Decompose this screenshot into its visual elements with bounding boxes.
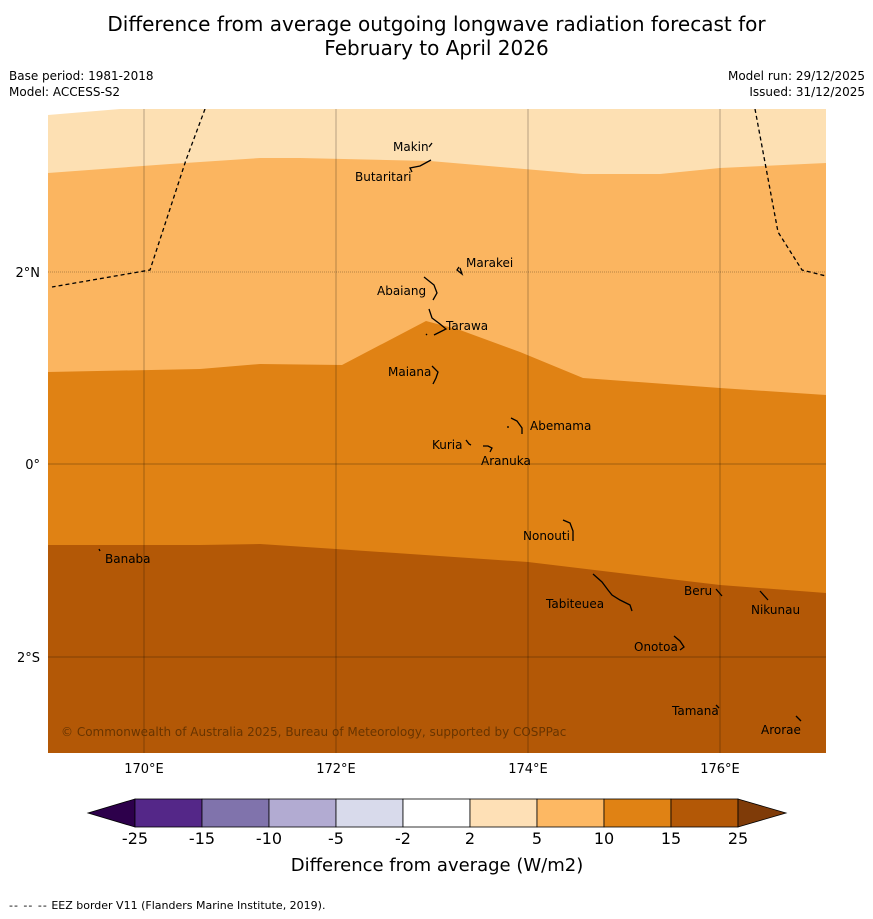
label-tamana: Tamana xyxy=(671,704,719,718)
issued-date: Issued: 31/12/2025 xyxy=(749,85,865,99)
colorbar-label: Difference from average (W/m2) xyxy=(291,855,583,876)
colorbar-ticks: -25 -15 -10 -5 -2 2 5 10 15 25 xyxy=(122,829,748,848)
colorbar-segment xyxy=(134,798,203,828)
meta-left: Base period: 1981-2018 Model: ACCESS-S2 xyxy=(9,68,154,100)
title-line-1: Difference from average outgoing longwav… xyxy=(107,12,766,36)
lon-tick-170e: 170°E xyxy=(124,762,164,777)
map-area: Makin Butaritari Marakei Abaiang Tarawa … xyxy=(48,109,826,753)
band-light-orange xyxy=(48,109,826,395)
cb-tick-1: -15 xyxy=(189,829,215,848)
colorbar xyxy=(86,798,788,828)
lat-tick-2n: 2°N xyxy=(16,266,41,281)
lon-tick-174e: 174°E xyxy=(508,762,548,777)
colorbar-segment xyxy=(268,798,337,828)
label-arorae: Arorae xyxy=(761,723,801,737)
lat-tick-2s: 2°S xyxy=(17,651,40,666)
colorbar-segment xyxy=(603,798,672,828)
colorbar-segment xyxy=(335,798,404,828)
eez-legend-dash: -- -- -- xyxy=(9,899,48,912)
label-kuria: Kuria xyxy=(432,438,463,452)
cb-tick-0: -25 xyxy=(122,829,148,848)
model-run: Model run: 29/12/2025 xyxy=(727,69,865,83)
island-outlines xyxy=(98,142,802,722)
colorbar-segment xyxy=(201,798,270,828)
colorbar-segment xyxy=(402,798,471,828)
label-tabiteuea: Tabiteuea xyxy=(545,597,604,611)
colorbar-segment xyxy=(670,798,739,828)
cb-tick-5: 2 xyxy=(465,829,475,848)
chart-title: Difference from average outgoing longwav… xyxy=(0,12,873,60)
label-maiana: Maiana xyxy=(388,365,431,379)
cb-tick-4: -2 xyxy=(395,829,411,848)
title-line-2: February to April 2026 xyxy=(324,36,549,60)
cb-tick-7: 10 xyxy=(594,829,614,848)
base-period: Base period: 1981-2018 xyxy=(9,69,154,83)
lon-tick-labels: 170°E 172°E 174°E 176°E xyxy=(124,762,740,777)
label-makin: Makin xyxy=(393,140,429,154)
island-labels: Makin Butaritari Marakei Abaiang Tarawa … xyxy=(105,140,801,737)
cb-tick-2: -10 xyxy=(256,829,282,848)
label-butaritari: Butaritari xyxy=(355,170,412,184)
label-abemama: Abemama xyxy=(530,419,591,433)
label-nikunau: Nikunau xyxy=(751,603,800,617)
colorbar-segment xyxy=(536,798,605,828)
colorbar-extend-high xyxy=(737,798,788,828)
copyright-notice: © Commonwealth of Australia 2025, Bureau… xyxy=(61,725,566,739)
label-aranuka: Aranuka xyxy=(481,454,531,468)
lon-tick-172e: 172°E xyxy=(316,762,356,777)
eez-border xyxy=(51,109,826,288)
eez-legend-text: EEZ border V11 (Flanders Marine Institut… xyxy=(51,899,326,912)
label-beru: Beru xyxy=(684,584,712,598)
top-left-white xyxy=(48,109,120,115)
band-pale xyxy=(48,109,826,174)
cb-tick-9: 25 xyxy=(728,829,748,848)
label-nonouti: Nonouti xyxy=(523,529,570,543)
cb-tick-3: -5 xyxy=(328,829,344,848)
label-marakei: Marakei xyxy=(466,256,513,270)
label-abaiang: Abaiang xyxy=(377,284,426,298)
footer-note: -- -- -- EEZ border V11 (Flanders Marine… xyxy=(9,899,325,912)
colorbar-extend-low xyxy=(86,798,136,828)
lat-tick-0: 0° xyxy=(25,458,40,473)
label-tarawa: Tarawa xyxy=(445,319,488,333)
meta-right: Model run: 29/12/2025 Issued: 31/12/2025 xyxy=(728,68,865,100)
lon-tick-176e: 176°E xyxy=(700,762,740,777)
model-name: Model: ACCESS-S2 xyxy=(9,85,121,99)
label-onotoa: Onotoa xyxy=(634,640,678,654)
label-banaba: Banaba xyxy=(105,552,151,566)
cb-tick-8: 15 xyxy=(661,829,681,848)
colorbar-segment xyxy=(469,798,538,828)
gridlines xyxy=(48,109,826,753)
cb-tick-6: 5 xyxy=(532,829,542,848)
lat-tick-labels: 2°N 0° 2°S xyxy=(16,266,41,666)
